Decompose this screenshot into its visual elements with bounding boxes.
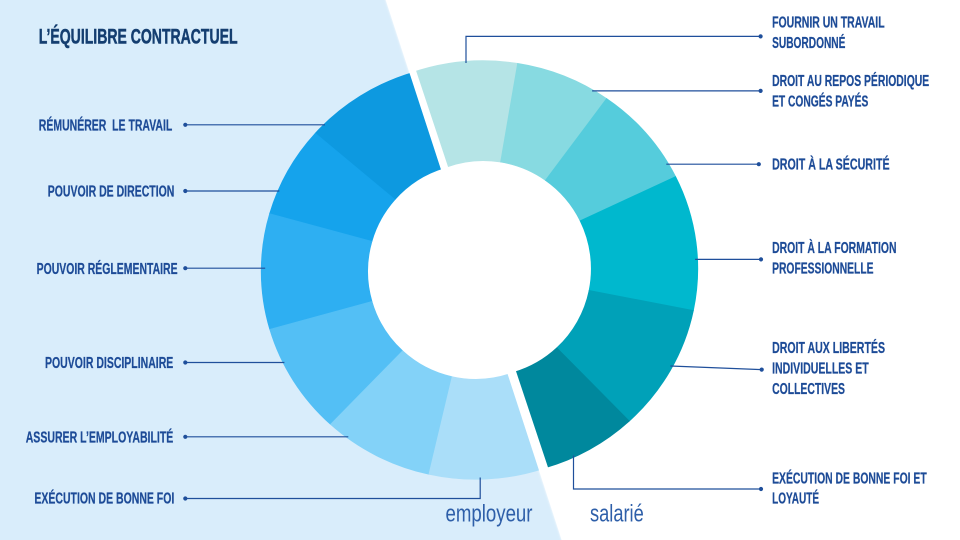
svg-text:EXÉCUTION DE BONNE FOI ET: EXÉCUTION DE BONNE FOI ET <box>772 468 927 487</box>
svg-text:employeur: employeur <box>446 500 533 527</box>
svg-text:POUVOIR DE DIRECTION: POUVOIR DE DIRECTION <box>48 184 175 201</box>
svg-text:salarié: salarié <box>590 500 644 527</box>
svg-text:DROIT À LA SÉCURITÉ: DROIT À LA SÉCURITÉ <box>772 155 890 174</box>
svg-text:DROIT AU REPOS PÉRIODIQUE: DROIT AU REPOS PÉRIODIQUE <box>772 71 929 90</box>
svg-text:SUBORDONNÉ: SUBORDONNÉ <box>772 33 845 52</box>
svg-text:COLLECTIVES: COLLECTIVES <box>772 381 845 398</box>
svg-text:DROIT À LA FORMATION: DROIT À LA FORMATION <box>772 238 896 257</box>
svg-text:POUVOIR DISCIPLINAIRE: POUVOIR DISCIPLINAIRE <box>45 355 173 372</box>
svg-text:POUVOIR RÉGLEMENTAIRE: POUVOIR RÉGLEMENTAIRE <box>37 259 178 278</box>
svg-text:L’ÉQUILIBRE CONTRACTUEL: L’ÉQUILIBRE CONTRACTUEL <box>39 23 238 48</box>
svg-text:PROFESSIONNELLE: PROFESSIONNELLE <box>772 260 873 277</box>
svg-text:LOYAUTÉ: LOYAUTÉ <box>772 489 819 508</box>
svg-text:ET CONGÉS PAYÉS: ET CONGÉS PAYÉS <box>772 92 868 111</box>
svg-text:FOURNIR UN TRAVAIL: FOURNIR UN TRAVAIL <box>772 15 885 32</box>
svg-text:DROIT AUX LIBERTÉS: DROIT AUX LIBERTÉS <box>772 338 885 357</box>
svg-text:EXÉCUTION DE BONNE FOI: EXÉCUTION DE BONNE FOI <box>34 488 174 507</box>
svg-text:INDIVIDUELLES ET: INDIVIDUELLES ET <box>772 360 869 377</box>
svg-text:ASSURER L’EMPLOYABILITÉ: ASSURER L’EMPLOYABILITÉ <box>26 427 174 446</box>
svg-text:RÉMUNÉRER LE TRAVAIL: RÉMUNÉRER LE TRAVAIL <box>39 115 173 134</box>
